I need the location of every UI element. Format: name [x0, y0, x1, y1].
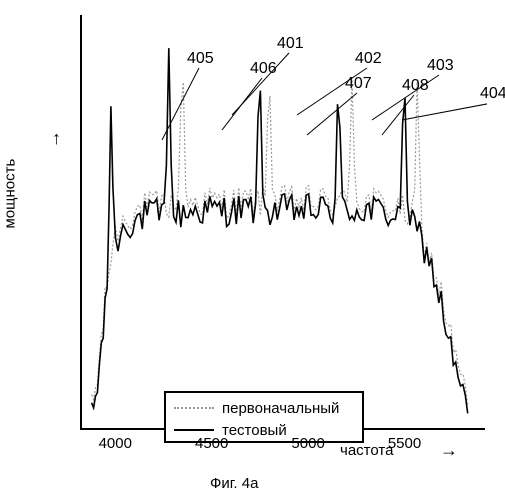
- x-tick: 4000: [99, 435, 132, 452]
- leader-407: [307, 93, 357, 135]
- series-test: [92, 48, 468, 413]
- leader-406: [222, 78, 262, 130]
- x-tick: 4500: [195, 435, 228, 452]
- callout-403: 403: [427, 57, 454, 75]
- y-axis-label: мощность: [2, 159, 19, 229]
- legend-row-original: первоначальный: [174, 397, 354, 419]
- leader-404: [402, 103, 487, 120]
- callout-404: 404: [480, 85, 505, 103]
- legend-label-test: тестовый: [222, 422, 287, 439]
- callout-402: 402: [355, 50, 382, 68]
- callout-407: 407: [345, 75, 372, 93]
- callout-408: 408: [402, 77, 429, 95]
- y-axis-arrow-icon: ↑: [52, 128, 61, 149]
- legend-line-test: [174, 429, 214, 431]
- legend-label-original: первоначальный: [222, 400, 339, 417]
- legend: первоначальный тестовый: [164, 391, 364, 443]
- legend-line-original: [174, 407, 214, 409]
- x-axis-label: частота: [340, 442, 393, 459]
- callout-405: 405: [187, 50, 214, 68]
- callout-406: 406: [250, 60, 277, 78]
- series-original: [92, 77, 468, 405]
- figure-caption: Фиг. 4a: [210, 475, 258, 492]
- x-tick: 5000: [291, 435, 324, 452]
- x-tick: 5500: [388, 435, 421, 452]
- callout-401: 401: [277, 35, 304, 53]
- x-axis-arrow-icon: →: [440, 440, 458, 461]
- leader-408: [382, 95, 414, 135]
